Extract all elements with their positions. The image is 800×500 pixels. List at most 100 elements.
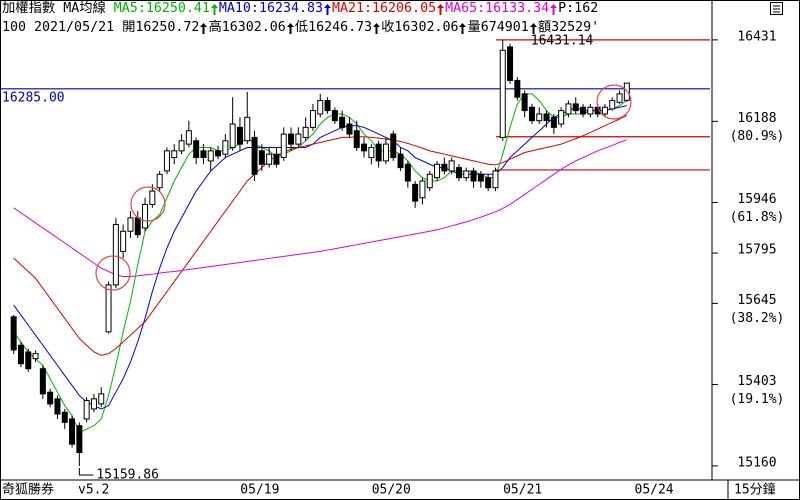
legend-value: 16206.05 xyxy=(372,1,437,16)
quote-field-label: 額 xyxy=(537,20,552,35)
candle-body xyxy=(419,180,426,199)
arrow-icon xyxy=(529,22,537,34)
x-tick-label: 05/21 xyxy=(503,483,542,498)
arrow-shape xyxy=(550,3,558,15)
header-ma-line: 加權指數 MA均線 MA5:16250.41 MA10:16234.83 MA21:16… xyxy=(2,0,599,19)
candle-body xyxy=(390,133,397,159)
arrow-shape xyxy=(529,22,537,34)
candle-body xyxy=(339,116,346,128)
candle-body xyxy=(331,110,338,122)
arrow-icon xyxy=(210,3,218,15)
candle-body xyxy=(550,116,557,128)
candle-body xyxy=(609,100,616,110)
ma-line xyxy=(13,105,627,410)
candle-body xyxy=(236,126,243,145)
candle-body xyxy=(375,143,382,162)
candle-body xyxy=(193,140,200,159)
candle-body xyxy=(266,153,273,165)
candle-body xyxy=(434,163,441,179)
interval-label[interactable]: 15分鐘 xyxy=(734,482,776,498)
candle-body xyxy=(492,170,499,189)
x-tick-label: 05/20 xyxy=(372,483,411,498)
candle-body xyxy=(76,425,83,454)
candle-body xyxy=(514,79,521,98)
plot-area: 16285.00 16431.14 15159.86 xyxy=(0,33,710,482)
y-tick-note: (38.2%) xyxy=(730,311,785,326)
subtitle: MA均線 xyxy=(63,1,106,16)
candle-body xyxy=(368,146,375,159)
candle-body xyxy=(470,170,477,182)
title: 加權指數 xyxy=(2,1,56,16)
candle-body xyxy=(412,183,419,202)
candle-body xyxy=(178,140,185,152)
candle-body xyxy=(127,217,134,232)
candle-body xyxy=(25,351,32,370)
arrow-icon xyxy=(459,22,467,34)
quote-field-value: 32529' xyxy=(551,20,600,35)
quote-field-label: 低 xyxy=(294,20,309,35)
y-tick-label: 15160 xyxy=(737,455,776,470)
candle-body xyxy=(346,123,353,135)
legend-name: MA5 xyxy=(113,1,138,16)
low-annotation: 15159.86 xyxy=(96,467,159,482)
y-tick-label: 15795 xyxy=(737,243,776,258)
candle-body xyxy=(426,173,433,189)
candle-body xyxy=(455,167,462,179)
candle-body xyxy=(105,284,112,333)
candle-body xyxy=(54,398,61,415)
y-tick-label: 15645 xyxy=(737,293,776,308)
legend-sep: : xyxy=(137,1,146,16)
candle-body xyxy=(580,106,587,115)
arrow-icon xyxy=(437,3,445,15)
arrow-shape xyxy=(200,22,208,34)
arrow-shape xyxy=(323,3,331,15)
arrow-shape xyxy=(459,22,467,34)
y-tick-note: (80.9%) xyxy=(730,129,785,144)
arrow-shape xyxy=(437,3,445,15)
quote-date: 2021/05/21 xyxy=(34,20,115,35)
legend-name: MA65 xyxy=(445,1,478,16)
arrow-icon xyxy=(373,22,381,34)
quote-field-label: 高 xyxy=(208,20,222,35)
candle-body xyxy=(616,93,623,103)
candle-body xyxy=(47,391,54,405)
arrow-icon xyxy=(550,3,558,15)
candle-body xyxy=(353,130,360,148)
candle-body xyxy=(295,133,302,145)
arrow-icon xyxy=(286,22,294,34)
legend-extra: P:162 xyxy=(558,1,599,16)
quote-field-value: 16246.73 xyxy=(308,20,373,35)
legend-sep: : xyxy=(364,1,373,16)
candle-body xyxy=(142,203,149,229)
quote-field-value: 16250.72 xyxy=(135,20,200,35)
signal-circle xyxy=(596,84,632,120)
signal-circle xyxy=(95,255,131,291)
candle-body xyxy=(317,100,324,115)
footer-brand: 奇狐勝券 xyxy=(2,482,54,498)
candle-body xyxy=(601,106,608,115)
candle-body xyxy=(61,411,68,423)
candle-body xyxy=(215,150,222,157)
y-tick-label: 16431 xyxy=(737,29,776,44)
legend-sep: : xyxy=(477,1,486,16)
arrow-shape xyxy=(210,3,218,15)
candle-body xyxy=(10,316,17,351)
quote-time: 100 xyxy=(2,20,27,35)
candle-body xyxy=(185,130,192,145)
candle-body xyxy=(163,150,170,172)
y-tick-label: 16188 xyxy=(737,111,776,126)
y-tick-note: (19.1%) xyxy=(730,392,785,407)
candle-body xyxy=(112,224,119,286)
quote-field-label: 開 xyxy=(122,20,136,35)
window-icon[interactable] xyxy=(770,2,783,15)
candle-body xyxy=(207,150,214,162)
candle-body xyxy=(528,106,535,122)
candle-body xyxy=(32,353,39,360)
candle-body xyxy=(485,177,492,189)
x-tick-label: 05/19 xyxy=(240,483,279,498)
candle-body xyxy=(149,190,156,205)
candle-body xyxy=(171,150,178,159)
signal-circle xyxy=(130,186,166,222)
